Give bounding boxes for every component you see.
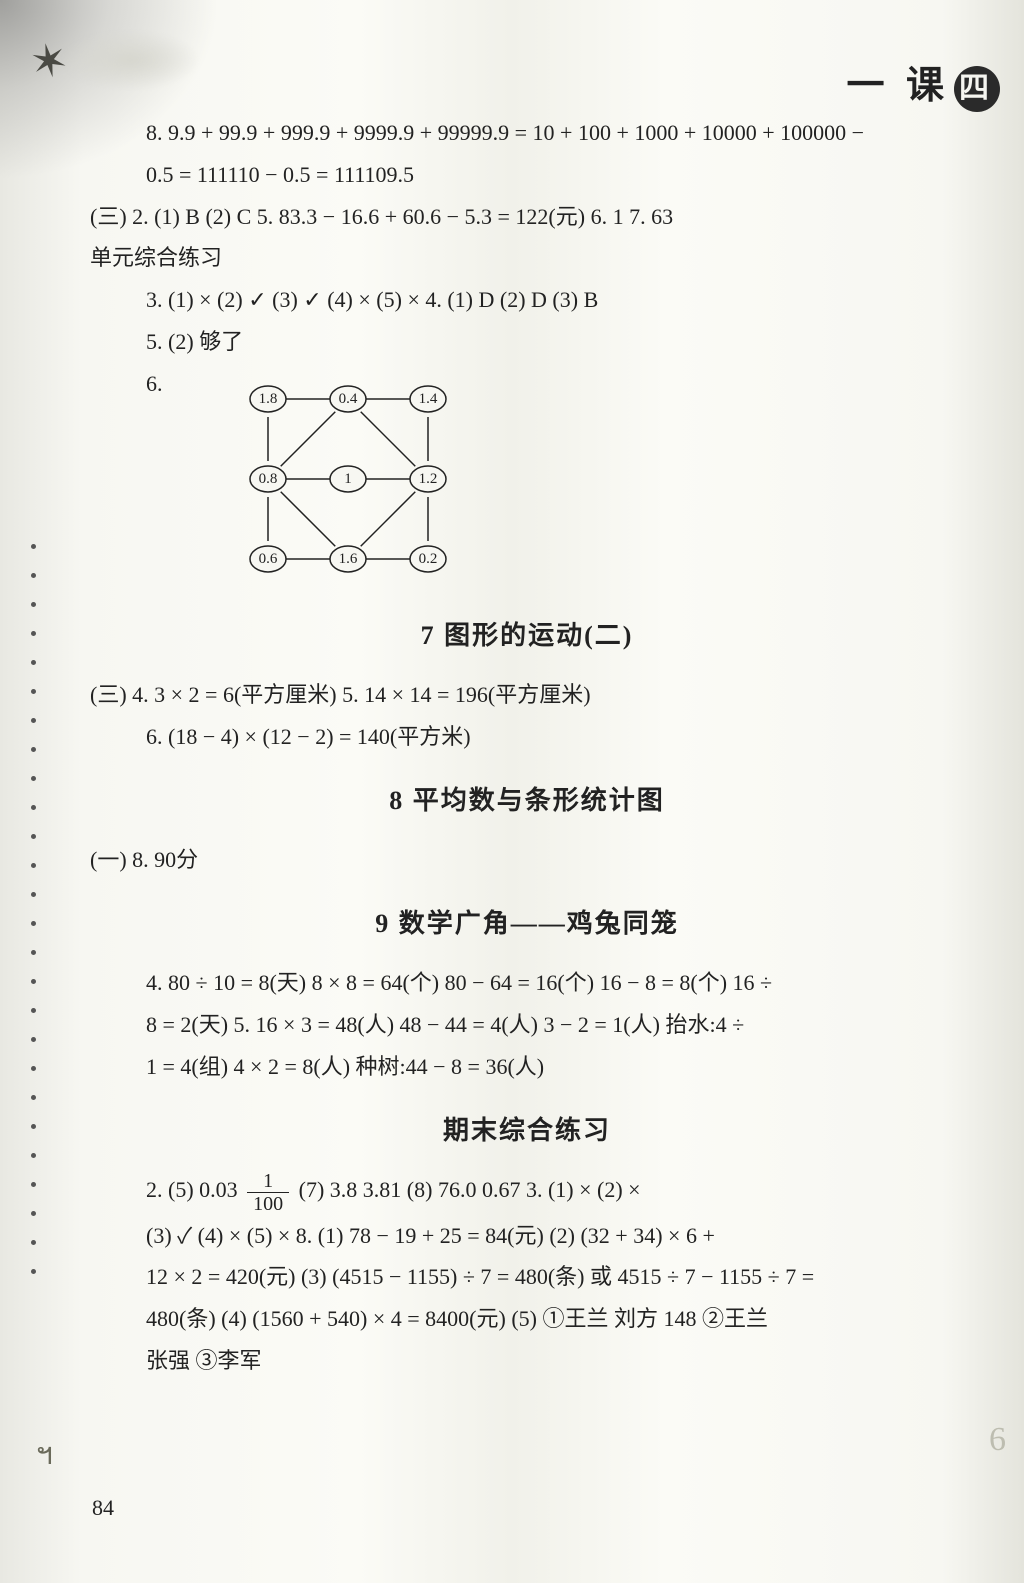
swirl-icon: 6: [989, 1408, 1006, 1473]
answer-line: 6. 1.8 0.4 1.4 0.8 1 1.2 0.6 1.6 0.2: [90, 363, 964, 593]
svg-text:1.6: 1.6: [339, 551, 358, 567]
margin-dots: [28, 520, 38, 1443]
svg-text:1.4: 1.4: [419, 391, 438, 407]
series-text: 一 课: [846, 65, 950, 107]
graph-diagram: 1.8 0.4 1.4 0.8 1 1.2 0.6 1.6 0.2: [228, 369, 468, 589]
answer-line: 1 = 4(组) 4 × 2 = 8(人) 种树:44 − 8 = 36(人): [90, 1046, 964, 1088]
svg-text:0.2: 0.2: [419, 551, 438, 567]
answer-line: (一) 8. 90分: [90, 839, 964, 881]
answer-line: 3. (1) × (2) ✓ (3) ✓ (4) × (5) × 4. (1) …: [90, 279, 964, 321]
fraction: 1 100: [247, 1170, 289, 1215]
section-title-7: 7 图形的运动(二): [90, 611, 964, 660]
kite-icon: ✶: [21, 15, 77, 108]
svg-text:0.4: 0.4: [339, 391, 358, 407]
unit-heading: 单元综合练习: [90, 237, 964, 279]
svg-text:0.8: 0.8: [259, 471, 278, 487]
answer-line: 6. (18 − 4) × (12 − 2) = 140(平方米): [90, 716, 964, 758]
fraction-denominator: 100: [247, 1193, 289, 1215]
answer-line: (三) 2. (1) B (2) C 5. 83.3 − 16.6 + 60.6…: [90, 196, 964, 238]
answer-line: 4. 80 ÷ 10 = 8(天) 8 × 8 = 64(个) 80 − 64 …: [90, 962, 964, 1004]
svg-text:1.8: 1.8: [259, 391, 278, 407]
butterfly-icon: ฯ: [36, 1426, 53, 1483]
answer-line: 12 × 2 = 420(元) (3) (4515 − 1155) ÷ 7 = …: [90, 1256, 964, 1298]
answer-line: 480(条) (4) (1560 + 540) × 4 = 8400(元) (5…: [90, 1298, 964, 1340]
fraction-numerator: 1: [247, 1170, 289, 1193]
answer-line: 2. (5) 0.03 1 100 (7) 3.8 3.81 (8) 76.0 …: [90, 1169, 964, 1214]
answer-line: 8 = 2(天) 5. 16 × 3 = 48(人) 48 − 44 = 4(人…: [90, 1004, 964, 1046]
svg-text:1.2: 1.2: [419, 471, 438, 487]
svg-text:0.6: 0.6: [259, 551, 278, 567]
answer-line: (3) ✓ (4) × (5) × 8. (1) 78 − 19 + 25 = …: [90, 1215, 964, 1257]
page: ✶ 一 课四 8. 9.9 + 99.9 + 999.9 + 9999.9 + …: [0, 0, 1024, 1583]
cloud-decor: [60, 30, 200, 90]
answer-line: 0.5 = 111110 − 0.5 = 111109.5: [90, 154, 964, 196]
svg-text:1: 1: [344, 471, 352, 487]
content-area: 8. 9.9 + 99.9 + 999.9 + 9999.9 + 99999.9…: [90, 112, 964, 1382]
series-circle: 四: [954, 66, 1000, 112]
text-fragment: (7) 3.8 3.81 (8) 76.0 0.67 3. (1) × (2) …: [299, 1177, 641, 1202]
item-number: 6.: [146, 363, 163, 405]
section-title-8: 8 平均数与条形统计图: [90, 776, 964, 825]
answer-line: (三) 4. 3 × 2 = 6(平方厘米) 5. 14 × 14 = 196(…: [90, 674, 964, 716]
answer-line: 5. (2) 够了: [90, 321, 964, 363]
answer-line: 8. 9.9 + 99.9 + 999.9 + 9999.9 + 99999.9…: [90, 112, 964, 154]
page-number: 84: [92, 1487, 114, 1529]
section-title-9: 9 数学广角——鸡兔同笼: [90, 899, 964, 948]
section-title-final: 期末综合练习: [90, 1106, 964, 1155]
answer-line: 张强 ③李军: [90, 1340, 964, 1382]
text-fragment: 2. (5) 0.03: [146, 1177, 243, 1202]
